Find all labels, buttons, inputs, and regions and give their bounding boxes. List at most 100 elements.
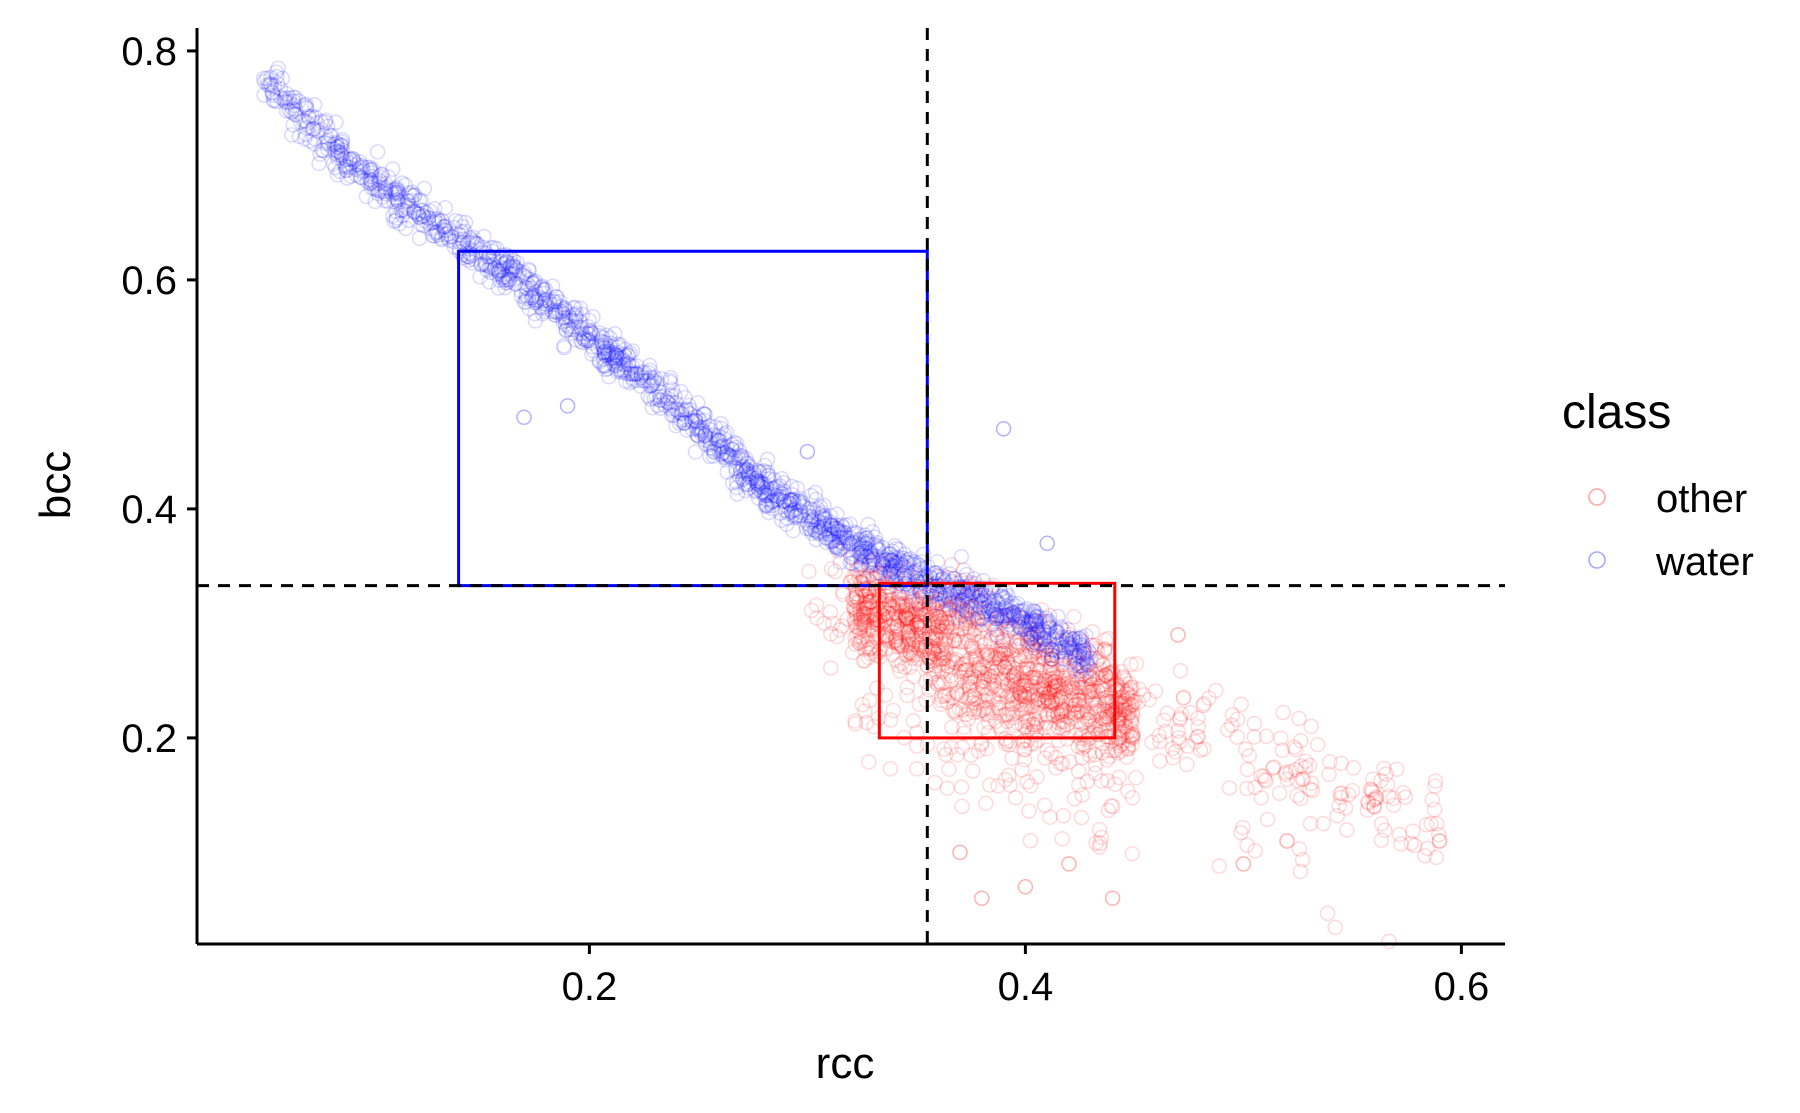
data-point-other [957,615,973,632]
data-point-other [887,652,904,668]
data-point-other [938,614,955,630]
data-point-other [1124,689,1141,705]
data-point-water [774,486,791,502]
data-point-other [1019,698,1035,715]
data-point-water [1029,631,1046,648]
data-point-water [732,469,748,485]
data-point-water [546,296,562,313]
data-point-water [853,555,869,572]
data-point-water [1014,603,1030,619]
data-point-water [426,210,443,227]
data-point-other [1018,658,1035,674]
data-point-other [1175,689,1192,706]
data-point-water [806,511,822,528]
data-point-water [583,324,599,340]
data-point-water [660,390,676,407]
data-point-other [1119,691,1136,707]
data-point-other [991,702,1007,718]
data-point-other [1403,835,1420,852]
data-point-other [1017,742,1033,758]
data-point-water [713,440,729,456]
data-point-water [733,449,749,466]
data-point-other [888,629,904,645]
data-point-other [1016,751,1033,768]
data-point-water [1050,608,1066,625]
data-point-other [1079,712,1096,728]
data-point-water [546,307,563,323]
data-point-water [882,553,898,569]
data-point-other [948,683,965,700]
data-point-water [377,181,394,198]
data-point-other [923,638,939,654]
data-point-other [926,646,943,662]
data-point-water [667,401,683,417]
data-point-other [1066,791,1083,807]
data-point-water [369,182,386,198]
data-point-water [794,494,810,511]
data-point-other [882,761,899,777]
data-point-water [1026,626,1042,643]
data-point-other [982,635,999,651]
data-point-other [917,587,934,604]
data-point-water [975,573,991,589]
data-point-other [1053,712,1069,728]
data-point-other [900,635,917,651]
data-point-water [785,522,801,539]
data-point-water [348,167,365,183]
data-point-water [300,108,317,125]
data-point-other [860,622,876,638]
data-point-other [853,630,870,646]
data-point-water [689,427,706,444]
data-point-water [622,365,639,382]
data-point-other [965,695,981,711]
data-point-water [1039,647,1056,664]
x-tick-label: 0.2 [562,965,618,1009]
data-point-other [1075,698,1092,715]
data-point-water [1025,614,1042,630]
data-point-water [1041,619,1058,636]
data-point-other [943,659,960,676]
data-point-other [861,692,878,709]
data-point-other [928,627,945,643]
data-point-other [914,594,930,610]
data-point-other [839,611,856,627]
data-point-other [862,594,878,610]
data-point-other [934,615,950,632]
data-point-other [1171,729,1187,746]
data-point-water [277,90,294,106]
data-point-water [713,415,729,432]
data-point-other [1018,672,1034,689]
data-point-water [884,552,900,569]
data-point-water [337,158,353,175]
data-point-other [1108,715,1125,732]
data-point-other [913,601,929,618]
data-point-other [848,593,864,610]
data-point-water [997,590,1013,606]
data-point-other [1115,696,1132,712]
data-point-water [665,407,682,423]
data-point-water [736,465,753,481]
data-point-water [807,523,824,539]
data-point-water [1047,624,1064,640]
data-point-other [1083,683,1099,700]
data-point-other [983,668,999,685]
data-point-water [664,381,681,398]
data-point-water [896,546,913,562]
data-point-other [1008,637,1024,653]
data-point-water [706,441,722,457]
data-point-water [928,565,945,581]
data-point-water [827,539,844,555]
data-point-water [594,334,611,350]
data-point-other [1393,836,1409,852]
data-point-water [959,605,976,622]
data-point-other [1373,832,1390,848]
data-point-water [981,603,998,619]
data-point-water [697,427,713,443]
data-point-other [1094,677,1111,693]
data-point-water [554,303,570,320]
data-point-water [491,263,507,279]
data-point-other [940,600,957,617]
data-point-water [403,187,420,204]
data-point-other [1123,712,1140,728]
data-point-water [1076,660,1092,677]
